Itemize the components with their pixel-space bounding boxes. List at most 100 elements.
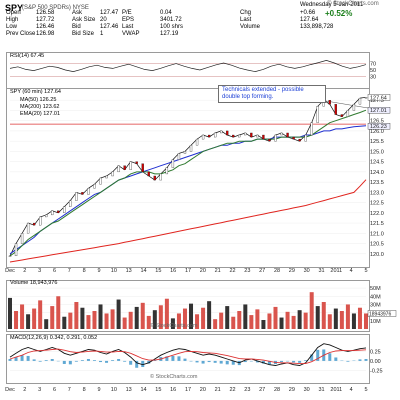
price-candle [310,122,313,136]
macd-histogram-bar [92,360,96,361]
price-candle [280,132,283,136]
macd-histogram-bar [189,360,193,362]
macd-title: MACD(12,26,9) 0.342, 0.291, 0.052 [10,335,98,341]
x-label-bottom: 6 [53,387,56,393]
macd-histogram-bar [123,360,127,362]
volume-bar [213,319,218,329]
x-label: 14 [140,268,146,274]
volume-bar [333,308,338,329]
x-label: 9 [97,268,100,274]
volume-bar [201,307,206,329]
quote-value: 127.64 [300,17,319,23]
quote-value: 0.04 [160,10,172,16]
volume-bar [128,311,133,329]
price-candle [364,97,368,99]
volume-bar [8,297,12,329]
volume-title: Volume 18,943,976 [10,280,58,286]
volume-bar [225,306,230,329]
price-candle [220,130,223,134]
ma50-line [9,125,367,255]
price-tick: 123.0 [370,190,384,196]
macd-panel [6,334,370,384]
volume-bar [86,315,91,329]
volume-bar [74,302,79,329]
price-candle [238,134,241,138]
x-label: 28 [274,268,280,274]
signal-line [9,348,367,365]
price-candle [63,206,66,213]
price-candle [201,134,205,140]
price-panel [6,88,370,268]
volume-bar [267,313,272,329]
volume-bar [134,306,139,329]
price-tag-box [367,94,391,101]
price-tick: 121.5 [370,221,384,227]
macd-histogram-bar [261,360,265,364]
x-label: 30 [304,268,310,274]
x-label-bottom: 22 [229,387,235,393]
macd-histogram-bar [225,360,229,365]
price-candle [207,134,211,138]
price-tick: 126.0 [370,129,384,135]
volume-tick: 40M [370,294,381,300]
volume-bar [339,311,344,329]
price-tick: 124.0 [370,170,384,176]
volume-bar [249,315,254,329]
price-candle [32,222,36,226]
price-candle [214,132,217,138]
price-candle [346,110,350,117]
volume-bar [189,303,194,329]
macd-histogram-bar [249,360,253,362]
quote-value: 100 shrs [160,24,184,30]
price-candle [340,114,344,117]
quote-value: 127.47 [100,10,119,16]
macd-histogram-bar [135,360,139,368]
x-label-bottom: 3 [38,387,41,393]
price-candle [256,134,259,138]
price-title: SPY (60 min) 127.64 [10,89,61,95]
macd-tick: 0.25 [370,349,381,355]
x-label: 27 [259,268,265,274]
annotation-box: Technicals extended - possible double to… [218,85,326,103]
price-tick: 125.0 [370,149,384,155]
volume-bar [92,311,97,329]
x-label: 8 [83,268,86,274]
price-candle [165,167,169,175]
price-candle [123,165,126,170]
macd-histogram-bar [334,357,338,361]
x-label: 29 [289,268,295,274]
volume-bar [50,306,55,329]
volume-bar [285,311,290,329]
price-tag-box [367,123,391,130]
quote-value: 1 [100,31,104,37]
price-candle [117,165,120,173]
macd-histogram-bar [86,359,90,361]
quote-label: VWAP [122,31,140,37]
volume-bar [315,306,320,329]
price-candle [159,173,162,181]
quote-value: +0.66 [300,10,316,16]
quote-label: Ask [72,10,83,16]
quote-value: 127.46 [100,24,119,30]
macd-histogram-bar [147,360,151,364]
macd-histogram-bar [14,357,18,361]
price-candle [135,161,138,164]
volume-panel [6,280,370,332]
price-tag-box [367,107,391,114]
volume-bar [345,304,350,329]
volume-bar [243,304,248,329]
quote-label: Ask Size [72,17,96,23]
x-label: 31 [318,268,324,274]
price-candle [20,233,24,244]
macd-histogram-bar [50,359,54,361]
x-label-bottom: 31 [318,387,324,393]
price-line [9,96,367,257]
watermark-macd: © StockCharts.com [150,374,198,380]
macd-histogram-bar [219,360,223,364]
macd-histogram-bar [267,360,271,365]
volume-bar [38,300,43,329]
volume-bar [56,296,61,329]
x-label-bottom: 9 [97,387,100,393]
price-candle [26,222,30,234]
price-candle [292,136,295,140]
